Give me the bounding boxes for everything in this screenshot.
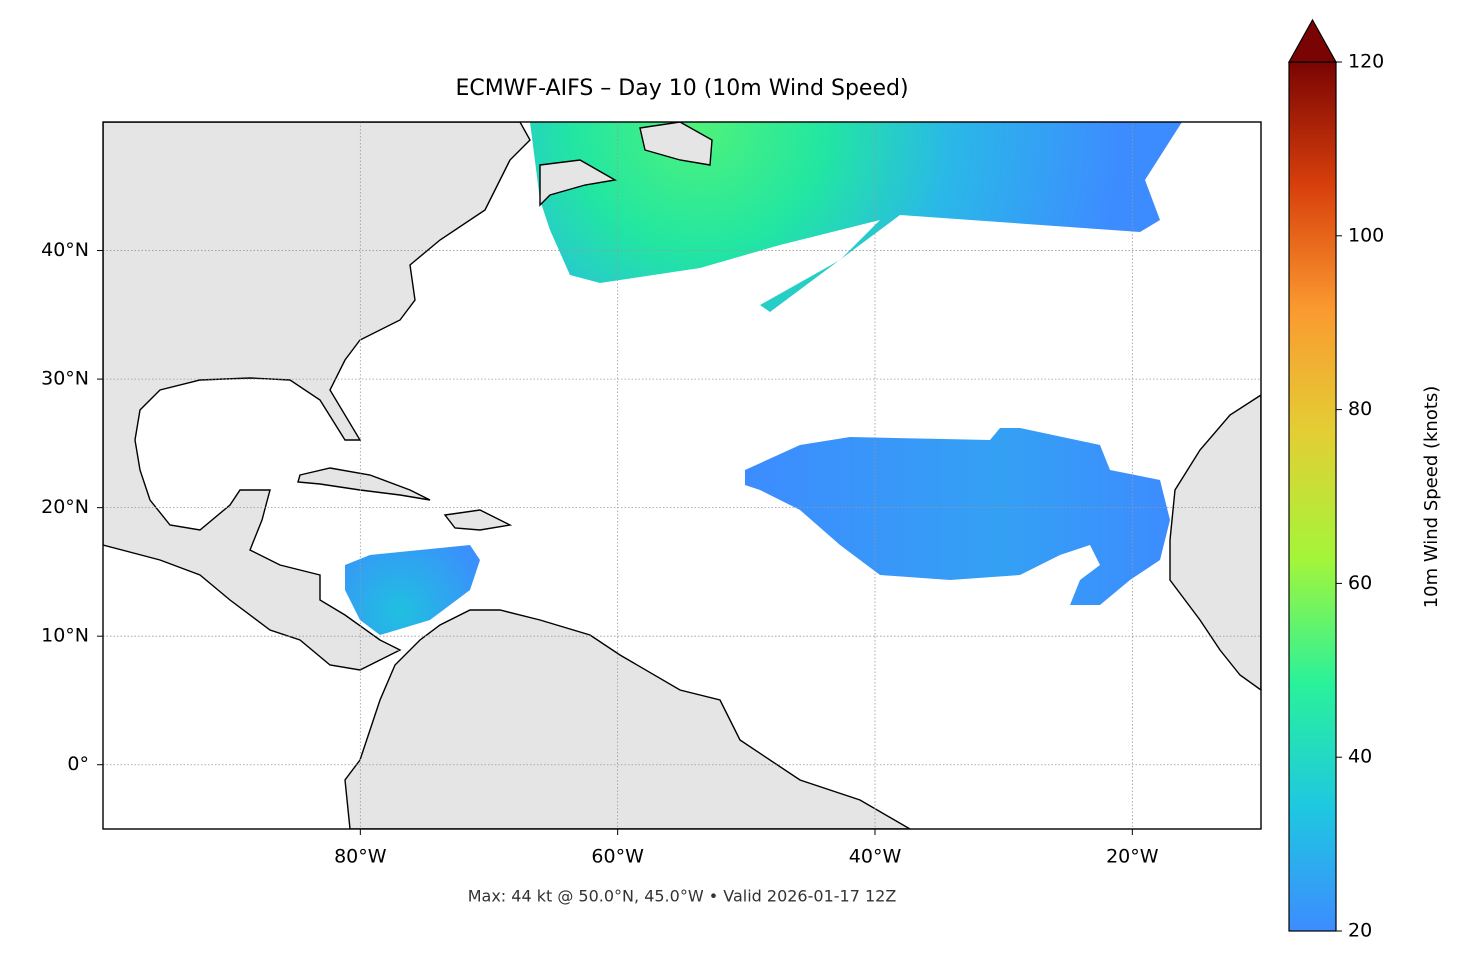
colorbar: [1288, 61, 1337, 932]
y-tick-label: 10°N: [41, 625, 89, 647]
footer: Max: 44 kt @ 50.0°N, 45.0°W • Valid 2026…: [468, 887, 897, 906]
land: [344, 609, 912, 829]
colorbar-tick-label: 80: [1348, 398, 1372, 420]
land: [103, 122, 531, 671]
y-tick-label: 20°N: [41, 496, 89, 518]
x-tick-label: 20°W: [1106, 846, 1159, 868]
colorbar-tick-label: 100: [1348, 224, 1384, 246]
wind-area: [745, 428, 1170, 605]
x-tick-label: 80°W: [334, 846, 387, 868]
colorbar-tick-label: 60: [1348, 572, 1372, 594]
map: [103, 122, 1261, 829]
x-tick-label: 40°W: [849, 846, 902, 868]
colorbar-tick-label: 20: [1348, 920, 1372, 942]
land: [539, 159, 618, 207]
wind-area: [530, 122, 1182, 312]
wind-area: [345, 545, 480, 635]
land: [297, 467, 431, 501]
colorbar-tick-label: 40: [1348, 746, 1372, 768]
land: [443, 509, 513, 531]
colorbar-extend: [1287, 18, 1338, 63]
y-tick-label: 0°: [67, 753, 89, 775]
land: [639, 122, 713, 166]
land: [1169, 394, 1261, 691]
y-tick-label: 40°N: [41, 239, 89, 261]
map-frame: [102, 121, 1262, 830]
chart-title: ECMWF-AIFS – Day 10 (10m Wind Speed): [455, 76, 908, 101]
y-tick-label: 30°N: [41, 368, 89, 390]
colorbar-tick-label: 120: [1348, 51, 1384, 73]
x-tick-label: 60°W: [591, 846, 644, 868]
colorbar-label: 10m Wind Speed (knots): [1421, 386, 1442, 609]
